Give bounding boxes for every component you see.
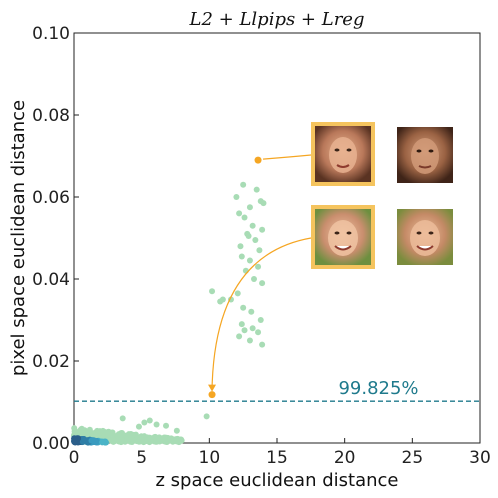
scatter-point	[252, 237, 259, 244]
scatter-point	[209, 288, 216, 295]
face-image-1a	[315, 126, 371, 182]
cluster-point	[142, 437, 149, 444]
scatter-point	[246, 257, 253, 264]
scatter-point	[259, 226, 266, 233]
highlighted-point-2	[208, 391, 216, 399]
image-pair-1	[311, 122, 453, 186]
scatter-point	[245, 232, 252, 239]
threshold-label: 99.825%	[338, 378, 418, 399]
y-tick-label-2: 0.04	[32, 270, 70, 290]
cluster-point	[71, 425, 78, 432]
x-axis-ticks: 0 5 10 15 20 25 30	[69, 438, 491, 468]
highlighted-points	[208, 156, 262, 399]
highlighted-point-1	[254, 156, 262, 164]
cluster-point	[105, 431, 112, 438]
scatter-point	[233, 194, 240, 200]
x-tick-label-2: 10	[199, 448, 221, 468]
scatter-point	[249, 222, 256, 229]
x-tick-label-4: 20	[334, 448, 356, 468]
scatter-point	[173, 427, 180, 434]
scatter-point	[250, 276, 257, 282]
y-tick-label-4: 0.08	[32, 106, 70, 126]
scatter-point	[241, 214, 248, 221]
cluster-point-dense	[71, 435, 78, 442]
scatter-point	[238, 253, 245, 260]
scatter-point	[203, 413, 210, 420]
cluster-point	[153, 438, 160, 445]
face-image-2b	[397, 209, 453, 265]
arrow-2	[211, 237, 312, 389]
chart-title: L2 + Llpips + Lreg	[189, 9, 365, 30]
cluster-point-dense	[88, 437, 95, 444]
cluster-point-dense	[80, 435, 87, 442]
cluster-point	[86, 429, 93, 436]
scatter-point	[255, 263, 262, 270]
scatter-point	[236, 210, 243, 217]
dense-cluster-near-origin	[71, 425, 185, 446]
y-tick-label-0: 0.00	[32, 434, 70, 454]
image-pair-2	[311, 205, 453, 269]
y-tick-label-3: 0.06	[32, 188, 70, 208]
scatter-point	[249, 325, 256, 332]
face-image-frame-2	[311, 205, 375, 269]
scatter-point	[240, 304, 247, 311]
scatter-point	[141, 419, 148, 426]
arrow-1	[263, 154, 312, 160]
x-tick-label-5: 25	[402, 448, 424, 468]
cluster-point	[123, 432, 130, 439]
scatter-point	[135, 423, 142, 430]
scatter-point	[246, 337, 253, 344]
scatter-point	[238, 321, 245, 328]
scatter-point	[256, 247, 263, 254]
annotation-arrows	[208, 154, 312, 392]
cluster-point	[135, 438, 142, 445]
scatter-point	[259, 341, 266, 348]
x-tick-label-3: 15	[266, 448, 288, 468]
scatter-point	[146, 417, 153, 424]
y-axis-ticks: 0.00 0.02 0.04 0.06 0.08 0.10	[32, 24, 79, 454]
scatter-points	[119, 181, 267, 434]
cluster-point	[114, 432, 121, 439]
cluster-point	[125, 437, 132, 444]
cluster-point	[129, 436, 136, 443]
cluster-point	[167, 436, 174, 443]
scatter-point	[163, 422, 170, 429]
scatter-point	[259, 280, 266, 287]
scatter-point	[253, 186, 260, 193]
arrowhead-2	[208, 384, 217, 392]
cluster-point	[110, 436, 117, 443]
scatter-point	[234, 290, 241, 297]
x-tick-label-1: 5	[136, 448, 147, 468]
x-axis-label: z space euclidean distance	[155, 470, 398, 491]
x-tick-label-6: 30	[469, 448, 491, 468]
scatter-point	[236, 333, 243, 340]
cluster-point	[159, 435, 166, 442]
y-tick-label-5: 0.10	[32, 24, 70, 44]
scatter-point	[260, 200, 267, 207]
scatter-point	[240, 181, 247, 188]
scatter-point	[241, 327, 248, 334]
cluster-point-dense	[99, 439, 106, 446]
cluster-point	[175, 439, 182, 446]
scatter-point	[237, 243, 244, 250]
face-image-2a	[315, 209, 371, 265]
scatter-point	[217, 298, 224, 305]
face-image-1b	[397, 127, 453, 183]
scatter-point	[257, 317, 264, 323]
scatter-point	[255, 329, 262, 336]
x-tick-label-0: 0	[69, 448, 80, 468]
scatter-point	[119, 415, 126, 422]
y-axis-label: pixel space euclidean distance	[8, 100, 29, 376]
scatter-point	[153, 421, 160, 428]
scatter-point	[246, 204, 253, 211]
scatter-point	[248, 308, 255, 315]
y-tick-label-1: 0.02	[32, 352, 70, 372]
face-image-frame-1	[311, 122, 375, 186]
